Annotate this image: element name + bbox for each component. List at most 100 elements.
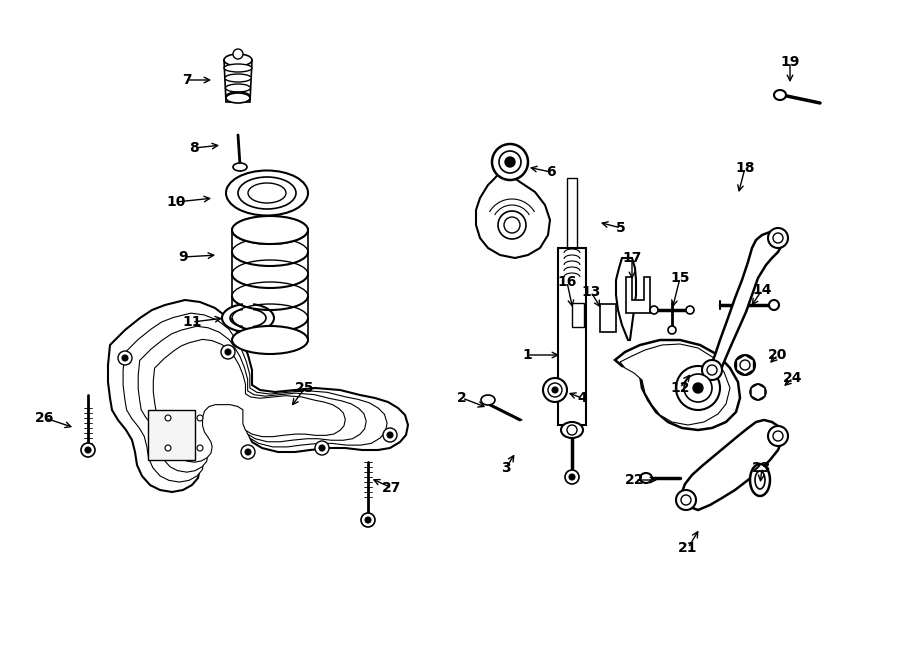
Ellipse shape — [224, 64, 252, 72]
Ellipse shape — [686, 306, 694, 314]
Circle shape — [383, 428, 397, 442]
Circle shape — [676, 366, 720, 410]
Ellipse shape — [226, 171, 308, 215]
Text: 22: 22 — [626, 473, 644, 487]
Polygon shape — [567, 178, 577, 258]
Circle shape — [225, 349, 231, 355]
Polygon shape — [476, 172, 550, 258]
Ellipse shape — [238, 177, 296, 209]
Polygon shape — [682, 420, 782, 510]
Text: 16: 16 — [557, 275, 577, 289]
Circle shape — [387, 432, 393, 438]
Circle shape — [681, 495, 691, 505]
Circle shape — [319, 445, 325, 451]
Circle shape — [81, 443, 95, 457]
Text: 18: 18 — [735, 161, 755, 175]
Polygon shape — [752, 384, 765, 400]
Polygon shape — [123, 313, 387, 482]
Text: 6: 6 — [546, 165, 556, 179]
Polygon shape — [558, 248, 586, 425]
Circle shape — [118, 351, 132, 365]
Ellipse shape — [233, 163, 247, 171]
Circle shape — [773, 233, 783, 243]
Ellipse shape — [232, 326, 308, 354]
Circle shape — [245, 449, 251, 455]
Text: 14: 14 — [752, 283, 772, 297]
Polygon shape — [710, 232, 782, 376]
Text: 13: 13 — [581, 285, 600, 299]
Circle shape — [165, 445, 171, 451]
Text: 5: 5 — [616, 221, 625, 235]
Circle shape — [197, 445, 203, 451]
Text: 23: 23 — [752, 461, 771, 475]
Polygon shape — [736, 355, 753, 375]
Circle shape — [735, 355, 755, 375]
Polygon shape — [600, 304, 616, 332]
Circle shape — [773, 431, 783, 441]
Circle shape — [361, 513, 375, 527]
Text: 2: 2 — [457, 391, 467, 405]
Text: 4: 4 — [577, 391, 587, 405]
Ellipse shape — [774, 90, 786, 100]
Circle shape — [768, 426, 788, 446]
Circle shape — [740, 360, 750, 370]
Circle shape — [365, 517, 371, 523]
Circle shape — [565, 470, 579, 484]
Polygon shape — [620, 344, 730, 425]
Circle shape — [233, 49, 243, 59]
Circle shape — [768, 228, 788, 248]
Ellipse shape — [561, 422, 583, 438]
Circle shape — [498, 211, 526, 239]
Polygon shape — [224, 60, 252, 102]
Ellipse shape — [248, 183, 286, 203]
Polygon shape — [108, 300, 408, 492]
Circle shape — [221, 345, 235, 359]
Circle shape — [750, 384, 766, 400]
Circle shape — [499, 151, 521, 173]
Polygon shape — [148, 410, 195, 460]
Circle shape — [241, 445, 255, 459]
Text: 15: 15 — [670, 271, 689, 285]
Circle shape — [567, 425, 577, 435]
Text: 17: 17 — [622, 251, 642, 265]
Text: 9: 9 — [178, 250, 188, 264]
Text: 25: 25 — [295, 381, 315, 395]
Text: 7: 7 — [182, 73, 192, 87]
Circle shape — [676, 490, 696, 510]
Circle shape — [165, 415, 171, 421]
Ellipse shape — [640, 473, 652, 483]
Ellipse shape — [481, 395, 495, 405]
Circle shape — [504, 217, 520, 233]
Ellipse shape — [769, 300, 779, 310]
Text: 12: 12 — [670, 381, 689, 395]
Circle shape — [702, 360, 722, 380]
Circle shape — [548, 383, 562, 397]
Text: 11: 11 — [182, 315, 202, 329]
Circle shape — [684, 374, 712, 402]
Ellipse shape — [668, 326, 676, 334]
Circle shape — [85, 447, 91, 453]
Text: 8: 8 — [189, 141, 199, 155]
Text: 1: 1 — [522, 348, 532, 362]
Circle shape — [315, 441, 329, 455]
Text: 24: 24 — [783, 371, 803, 385]
Ellipse shape — [222, 304, 274, 332]
Polygon shape — [616, 258, 636, 340]
Ellipse shape — [224, 54, 252, 66]
Ellipse shape — [225, 74, 251, 82]
Circle shape — [693, 383, 703, 393]
Polygon shape — [243, 303, 253, 333]
Circle shape — [122, 355, 128, 361]
Ellipse shape — [230, 309, 266, 327]
Text: 27: 27 — [382, 481, 401, 495]
Ellipse shape — [650, 306, 658, 314]
Ellipse shape — [755, 471, 765, 489]
Polygon shape — [626, 277, 650, 313]
Ellipse shape — [232, 216, 308, 244]
Text: 19: 19 — [780, 55, 800, 69]
Ellipse shape — [750, 464, 770, 496]
Ellipse shape — [226, 92, 250, 100]
Polygon shape — [139, 327, 366, 472]
Circle shape — [552, 387, 558, 393]
Text: 21: 21 — [679, 541, 698, 555]
